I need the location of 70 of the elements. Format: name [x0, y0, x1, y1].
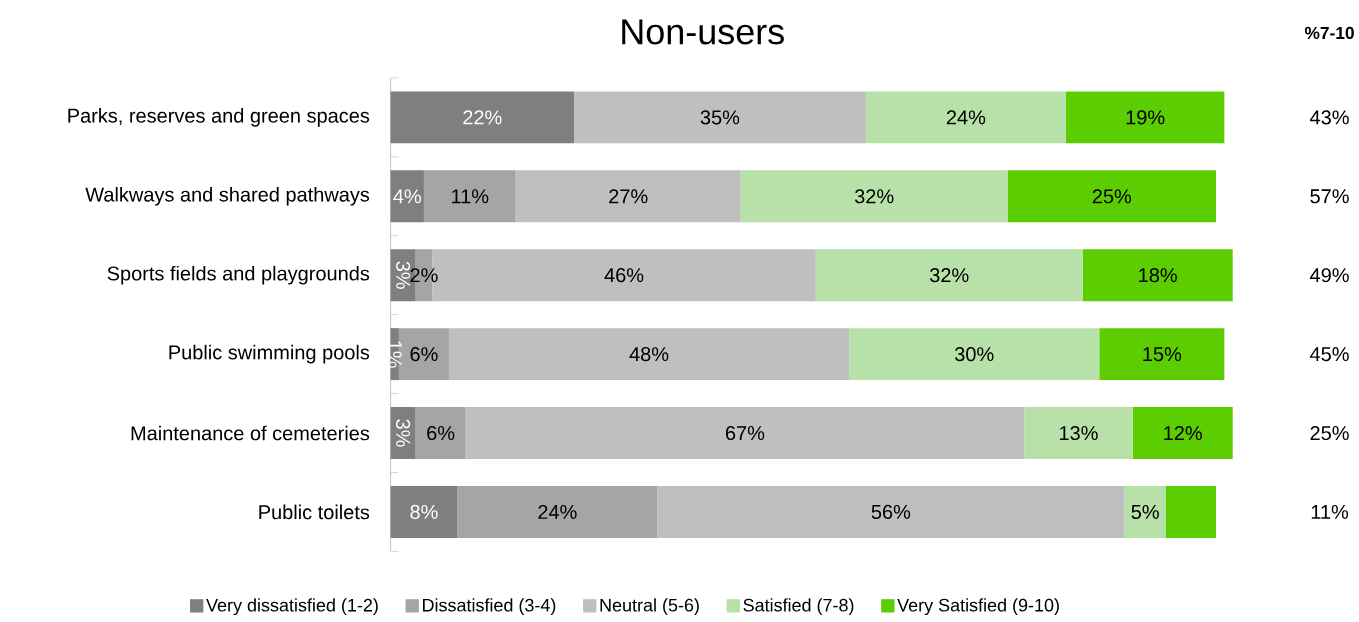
legend-label: Very Satisfied (9-10)	[897, 598, 1059, 615]
bar	[465, 406, 1025, 459]
legend-label: Neutral (5-6)	[600, 598, 699, 615]
data-label: 35%	[700, 110, 740, 125]
data-label: 18%	[1139, 267, 1177, 283]
data-label: 6%	[410, 346, 438, 362]
data-label: 6%	[427, 425, 455, 440]
legend-label: Dissatisfied (3-4)	[423, 598, 556, 615]
data-label: 13%	[1059, 425, 1098, 440]
bar	[1132, 406, 1233, 459]
text: 49%	[1310, 267, 1349, 283]
data-label: 56%	[871, 504, 911, 519]
data-label: 27%	[609, 189, 648, 204]
bar	[448, 327, 850, 380]
bar	[415, 406, 466, 459]
bar	[515, 170, 741, 223]
bar	[1099, 327, 1225, 380]
bar	[457, 485, 658, 538]
y-tick-label: Public swimming pools	[169, 344, 370, 364]
bar	[390, 485, 458, 538]
text: 57%	[1310, 189, 1349, 204]
data-label: 48%	[629, 346, 669, 362]
bar	[390, 91, 575, 144]
bar	[390, 170, 424, 223]
bar	[423, 170, 516, 223]
data-label: 30%	[954, 346, 994, 362]
data-label: 22%	[463, 110, 502, 125]
bar	[740, 170, 1008, 223]
y-tick-label: Public toilets	[259, 504, 370, 520]
data-label: 24%	[946, 110, 986, 125]
data-label: 2%	[410, 268, 438, 283]
bar	[1082, 249, 1233, 302]
bar	[865, 91, 1066, 144]
bar	[1065, 91, 1225, 144]
legend-label: Very dissatisfied (1-2)	[206, 598, 378, 615]
data-label: 24%	[538, 504, 577, 519]
data-label: 3%	[396, 261, 411, 289]
bar	[849, 327, 1100, 380]
bar	[815, 249, 1083, 302]
data-label: 3%	[396, 419, 411, 447]
bar	[1007, 170, 1217, 223]
text: 25%	[1310, 425, 1349, 440]
legend-label: Satisfied (7-8)	[743, 598, 854, 615]
data-label: 8%	[410, 504, 438, 519]
data-label: 15%	[1143, 346, 1182, 361]
data-label: 11%	[452, 189, 489, 204]
data-label: 19%	[1126, 110, 1165, 125]
data-label: 25%	[1092, 189, 1132, 204]
y-tick-label: Parks, reserves and green spaces	[68, 107, 370, 127]
text: 11%	[1311, 504, 1349, 519]
data-label: 32%	[929, 267, 969, 283]
bar	[657, 485, 1125, 538]
data-label: 5%	[1131, 504, 1159, 519]
bar	[1124, 485, 1166, 538]
chart-title: Non-users	[622, 19, 784, 45]
text: 45%	[1310, 346, 1349, 361]
data-label: 46%	[604, 267, 644, 283]
bar	[1024, 406, 1133, 459]
data-label: 12%	[1164, 425, 1202, 440]
y-tick-label: Walkways and shared pathways	[85, 186, 370, 206]
bar	[574, 91, 866, 144]
bar	[1166, 485, 1217, 538]
data-label: 32%	[854, 189, 894, 204]
y-tick-label: Maintenance of cemeteries	[131, 425, 370, 441]
data-label: 4%	[393, 189, 421, 204]
text: %7-10	[1304, 26, 1354, 39]
y-tick-label: Sports fields and playgrounds	[107, 265, 370, 285]
data-label: 67%	[725, 425, 765, 440]
text: 43%	[1310, 110, 1349, 125]
bar	[390, 406, 416, 459]
